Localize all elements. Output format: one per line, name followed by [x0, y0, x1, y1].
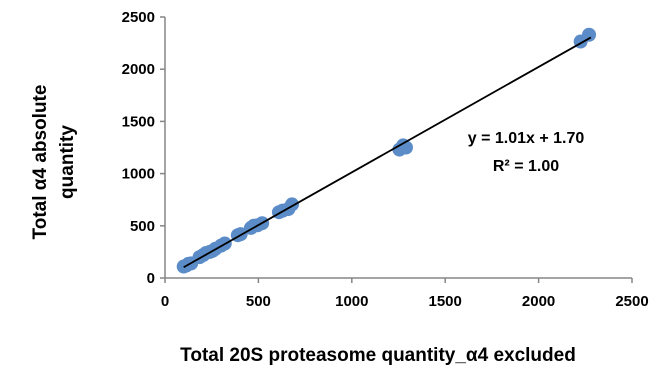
equation-label: y = 1.01x + 1.70 — [468, 130, 585, 147]
x-ticks: 0 500 1000 1500 2000 2500 — [161, 278, 649, 310]
x-tick-label: 2500 — [615, 293, 648, 310]
y-tick-label: 0 — [147, 270, 155, 287]
y-tick-label: 1500 — [122, 113, 155, 130]
trendline — [183, 36, 592, 269]
y-tick-label: 2000 — [122, 61, 155, 78]
x-tick-label: 1000 — [335, 293, 368, 310]
y-tick-label: 2500 — [122, 9, 155, 26]
x-tick-label: 1500 — [429, 293, 462, 310]
x-tick-label: 2000 — [522, 293, 555, 310]
axes: 0 500 1000 1500 2000 2500 0 500 1000 1500 2000 250… — [122, 9, 649, 310]
y-axis-title-line1: Total α4 absolute — [30, 85, 51, 240]
x-axis-title: Total 20S proteasome quantity_α4 exclude… — [180, 345, 576, 366]
r-squared-label: R² = 1.00 — [493, 158, 559, 175]
x-tick-label: 0 — [161, 293, 169, 310]
y-tick-label: 1000 — [122, 166, 155, 183]
y-ticks: 0 500 1000 1500 2000 2500 — [122, 9, 165, 287]
x-tick-label: 500 — [246, 293, 271, 310]
y-tick-label: 500 — [130, 218, 155, 235]
y-axis-title-line2: quantity — [57, 125, 78, 199]
data-point — [582, 27, 597, 42]
